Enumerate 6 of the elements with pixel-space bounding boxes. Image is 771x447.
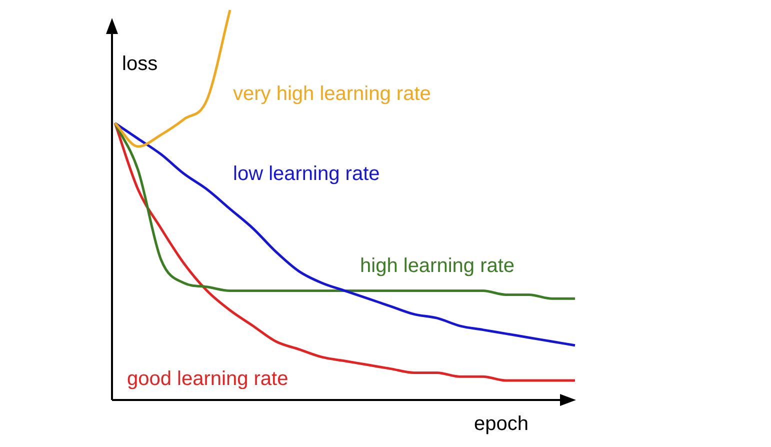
- series-label: good learning rate: [127, 368, 288, 390]
- series-label: high learning rate: [360, 255, 515, 277]
- y-axis-title: loss: [122, 53, 158, 75]
- series-label: very high learning rate: [233, 83, 431, 105]
- x-axis-title: epoch: [474, 413, 528, 435]
- series-label: low learning rate: [233, 163, 380, 185]
